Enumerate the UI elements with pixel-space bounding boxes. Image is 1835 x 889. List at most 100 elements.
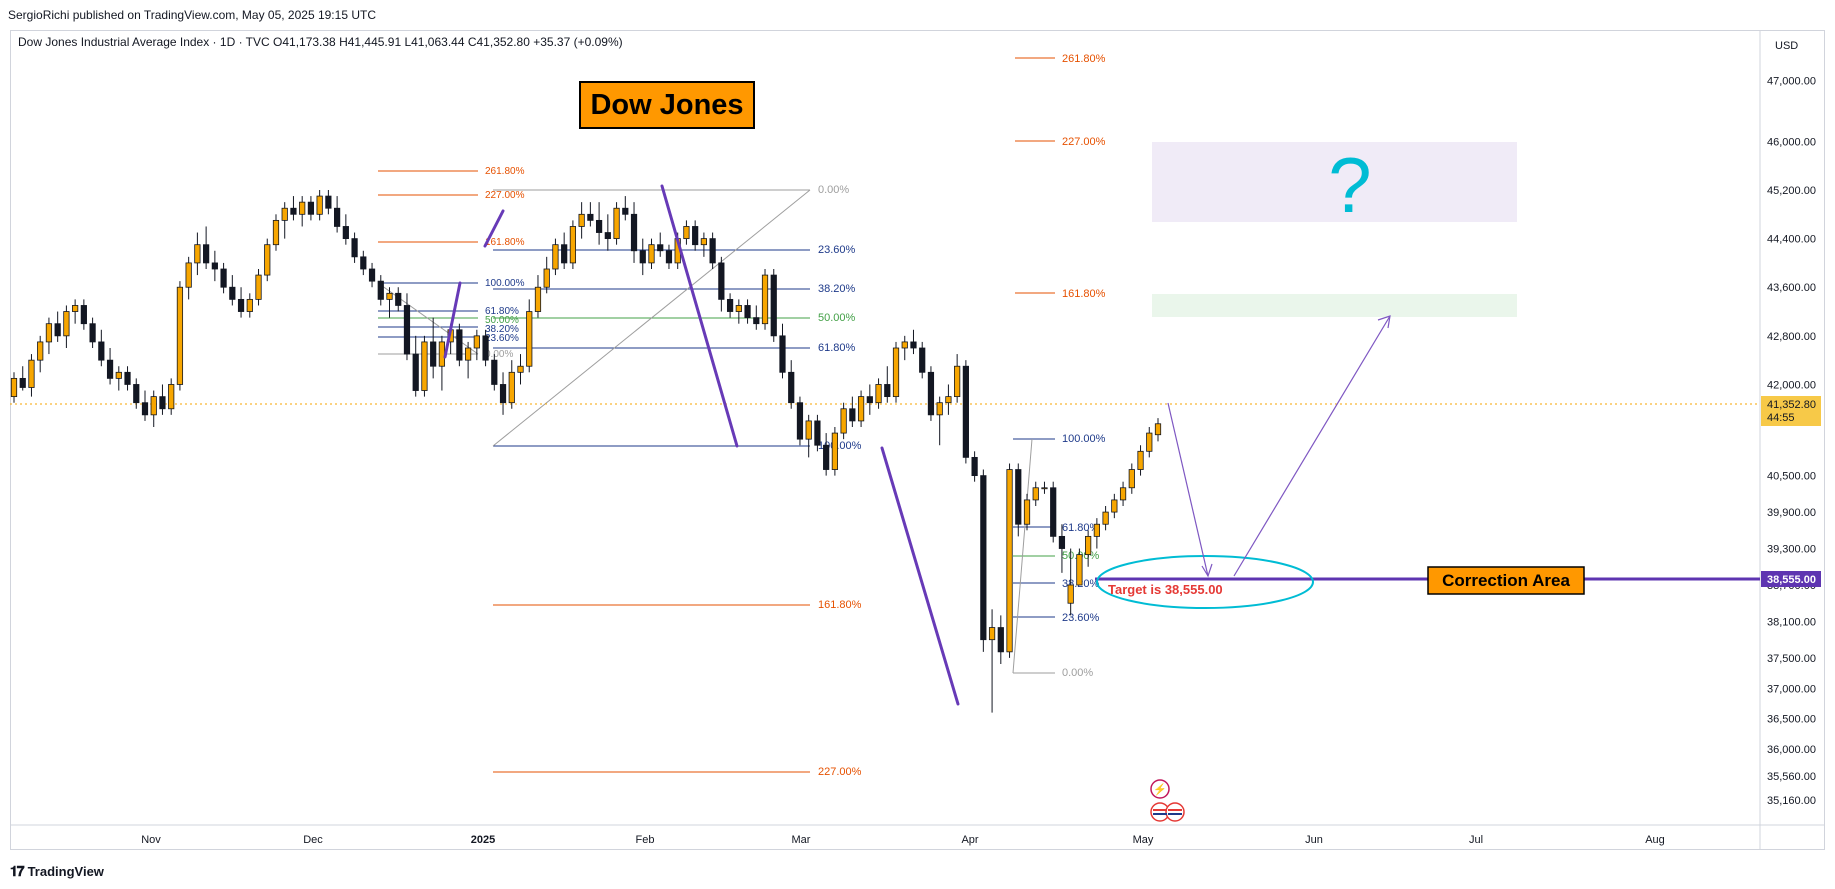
candle[interactable] [473, 329, 480, 361]
candle[interactable] [735, 299, 742, 324]
candle[interactable] [622, 196, 629, 221]
candle[interactable] [1154, 418, 1162, 442]
fib-extension-right[interactable] [1015, 57, 1055, 294]
candle[interactable] [19, 366, 26, 391]
candle[interactable] [945, 384, 952, 415]
candle[interactable] [421, 335, 428, 397]
candle[interactable] [875, 378, 882, 409]
candle[interactable] [1076, 548, 1083, 586]
candle[interactable] [255, 269, 262, 306]
candle[interactable] [517, 354, 524, 385]
candle[interactable] [456, 323, 463, 367]
candle[interactable] [936, 396, 943, 446]
last-price-tag[interactable]: 41,352.80 44:55 [1761, 396, 1821, 426]
candle[interactable] [334, 196, 341, 233]
candle[interactable] [718, 256, 725, 312]
candle[interactable] [665, 244, 673, 269]
candle[interactable] [360, 250, 367, 276]
candle[interactable] [98, 329, 105, 367]
candle[interactable] [194, 232, 201, 276]
candle[interactable] [770, 269, 777, 342]
candle[interactable] [884, 366, 891, 403]
candle[interactable] [464, 341, 472, 379]
candle[interactable] [587, 202, 594, 227]
candle[interactable] [1032, 481, 1039, 506]
currency-label[interactable]: USD [1775, 40, 1798, 52]
candle[interactable] [80, 299, 87, 330]
candle[interactable] [788, 360, 795, 409]
target-zone-upper[interactable] [1152, 142, 1517, 222]
candle[interactable] [927, 366, 935, 421]
candle[interactable] [709, 232, 716, 269]
candle[interactable] [237, 287, 245, 318]
candle[interactable] [526, 299, 533, 373]
candle[interactable] [386, 287, 393, 318]
candle[interactable] [779, 323, 786, 379]
brand[interactable]: 𝟏𝟕 TradingView [10, 863, 104, 880]
candle[interactable] [683, 220, 690, 245]
candle[interactable] [1093, 518, 1100, 549]
candle[interactable] [299, 196, 306, 227]
target-ellipse[interactable] [1096, 555, 1314, 609]
fib-retracement-april[interactable] [1012, 438, 1055, 674]
candle[interactable] [892, 341, 900, 403]
projection-path[interactable] [1167, 315, 1391, 578]
candles-layer[interactable] [10, 190, 1162, 713]
candle[interactable] [901, 335, 908, 361]
candle[interactable] [796, 396, 804, 446]
candle[interactable] [351, 232, 358, 263]
candle[interactable] [534, 275, 542, 318]
title-box[interactable]: Dow Jones [579, 81, 755, 129]
candle[interactable] [1128, 463, 1135, 494]
candle[interactable] [1067, 548, 1074, 616]
candle[interactable] [403, 293, 411, 361]
candle[interactable] [159, 384, 166, 415]
trend-strokes[interactable] [443, 184, 960, 706]
candle[interactable] [281, 202, 288, 239]
candle[interactable] [1023, 493, 1031, 531]
candle[interactable] [133, 378, 140, 409]
candle[interactable] [1041, 481, 1048, 494]
candle[interactable] [325, 190, 332, 215]
candle[interactable] [28, 354, 35, 397]
candle[interactable] [552, 238, 559, 276]
candle[interactable] [412, 335, 419, 397]
correction-box[interactable]: Correction Area [1427, 566, 1585, 595]
candle[interactable] [1006, 463, 1013, 658]
candle[interactable] [54, 311, 61, 342]
price-axis[interactable]: 35,160.00 35,560.00 36,000.00 36,500.00 37,0… [1767, 76, 1816, 808]
candle[interactable] [229, 275, 236, 306]
event-icons[interactable]: ⚡ [1150, 779, 1185, 822]
time-axis[interactable]: Nov Dec 2025 Feb Mar Apr May Jun Jul Aug [141, 834, 1665, 846]
candle[interactable] [430, 317, 437, 379]
candle[interactable] [988, 609, 996, 713]
earnings-flash-icon[interactable] [1150, 779, 1170, 799]
candle[interactable] [290, 196, 297, 221]
candle[interactable] [141, 390, 149, 421]
candle[interactable] [1137, 445, 1144, 476]
candle[interactable] [761, 269, 769, 330]
candle[interactable] [491, 354, 498, 391]
candle[interactable] [692, 220, 699, 251]
candle[interactable] [499, 372, 507, 415]
candle[interactable] [919, 341, 926, 379]
candle[interactable] [962, 360, 969, 464]
candle[interactable] [10, 372, 18, 403]
candle[interactable] [971, 451, 978, 482]
candle[interactable] [106, 348, 114, 385]
fib-extension-left[interactable] [377, 170, 479, 355]
candle[interactable] [176, 281, 184, 391]
us-flag-icon-2[interactable] [1165, 802, 1185, 822]
candle[interactable] [910, 329, 917, 355]
candle[interactable] [569, 220, 577, 269]
target-zone-lower[interactable] [1152, 294, 1517, 317]
candle[interactable] [342, 214, 349, 245]
candle[interactable] [700, 232, 708, 257]
candle[interactable] [543, 256, 550, 294]
candle[interactable] [595, 202, 603, 245]
candle[interactable] [630, 202, 638, 263]
candle[interactable] [639, 238, 646, 276]
candle[interactable] [246, 293, 253, 318]
candle[interactable] [89, 317, 96, 348]
